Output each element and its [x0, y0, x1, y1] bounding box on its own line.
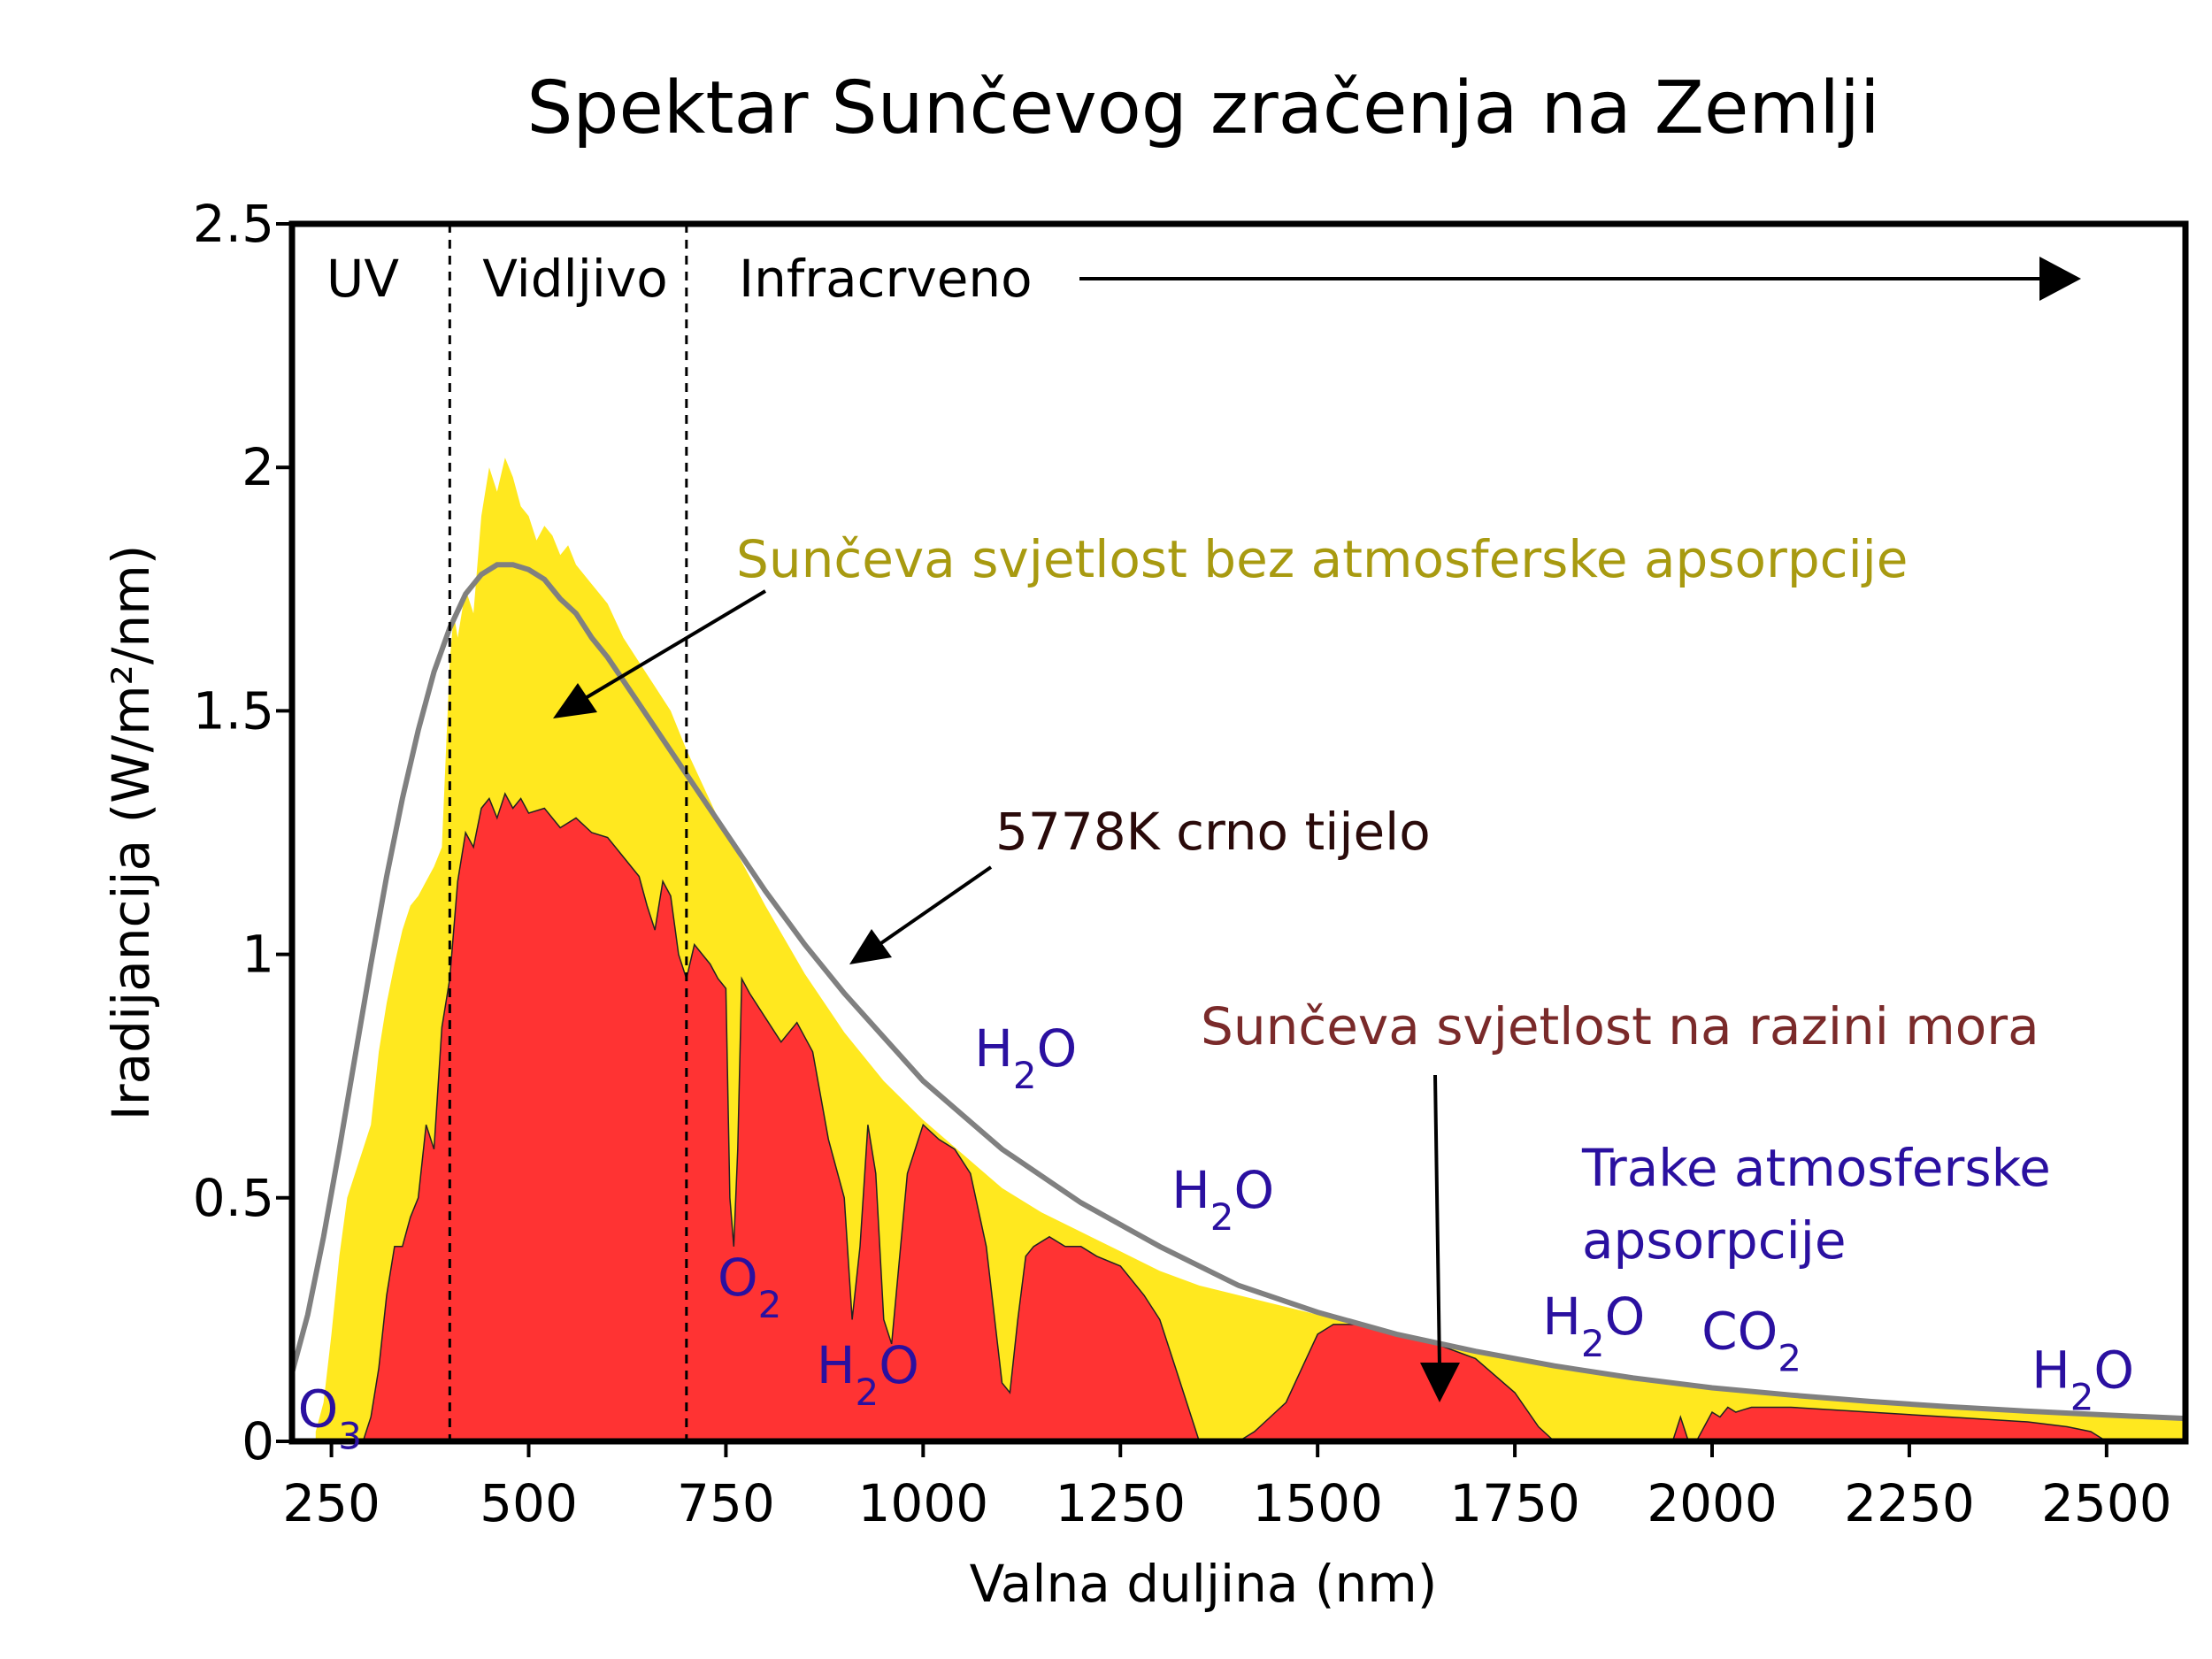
region-label-visible: Vidljivo — [482, 249, 668, 309]
extraterrestrial-label: Sunčeva svjetlost bez atmosferske apsorp… — [736, 529, 1908, 589]
extraterrestrial-arrow — [553, 589, 767, 718]
sea-level-label: Sunčeva svjetlost na razini mora — [1201, 996, 2039, 1056]
y-tick-label: 2.5 — [193, 194, 274, 254]
absorber-label: O3 — [298, 1379, 362, 1457]
y-tick-label: 0.5 — [193, 1168, 274, 1228]
sea-level-arrow — [1420, 1074, 1460, 1402]
x-tick-label: 500 — [480, 1473, 578, 1533]
blackbody-arrow — [849, 865, 993, 964]
x-tick-label: 2000 — [1647, 1473, 1778, 1533]
x-tick-label: 1000 — [858, 1473, 989, 1533]
y-tick-label: 2 — [242, 437, 274, 497]
x-tick-label: 2500 — [2041, 1473, 2172, 1533]
absorber-label: H2O — [1171, 1160, 1274, 1239]
absorber-label: O2 — [718, 1248, 781, 1326]
x-tick-label: 1250 — [1055, 1473, 1186, 1533]
x-tick-label: 1750 — [1449, 1473, 1580, 1533]
x-tick-label: 2250 — [1844, 1473, 1975, 1533]
chart-title: Spektar Sunčevog zračenja na Zemlji — [526, 66, 1879, 150]
absorber-labels: O3 O2 H2O H2O H2O H2O CO2 H2O — [298, 1018, 2134, 1457]
region-label-infrared: Infracrveno — [739, 249, 1033, 309]
absorber-label: H2O — [974, 1018, 1077, 1097]
absorber-label: H2O — [817, 1335, 919, 1414]
plot-frame — [288, 220, 2189, 1445]
x-axis-label: Valna duljina (nm) — [970, 1554, 1438, 1614]
x-tick-label: 250 — [282, 1473, 380, 1533]
absorber-label: CO2 — [1701, 1301, 1801, 1379]
absorber-label: H2O — [2032, 1340, 2134, 1418]
y-tick-label: 0 — [242, 1411, 274, 1471]
bands-title-line2: apsorpcije — [1582, 1210, 1847, 1271]
plot-area — [289, 224, 2186, 1442]
y-tick-label: 1.5 — [193, 680, 274, 741]
axes: 250 500 750 1000 1250 1500 1750 2000 2250 2500 0 0.… — [193, 194, 2172, 1533]
y-tick-label: 1 — [242, 925, 274, 985]
x-tick-label: 750 — [677, 1473, 775, 1533]
blackbody-label: 5778K crno tijelo — [995, 802, 1431, 862]
y-axis-label: Iradijancija (W/m²/nm) — [101, 545, 161, 1121]
infrared-arrow — [1079, 257, 2081, 301]
bands-title-line1: Trake atmosferske — [1581, 1138, 2051, 1198]
region-label-uv: UV — [326, 249, 399, 309]
x-tick-label: 1500 — [1252, 1473, 1383, 1533]
absorber-label: H2O — [1542, 1286, 1645, 1365]
sea-level-area — [362, 792, 2108, 1442]
